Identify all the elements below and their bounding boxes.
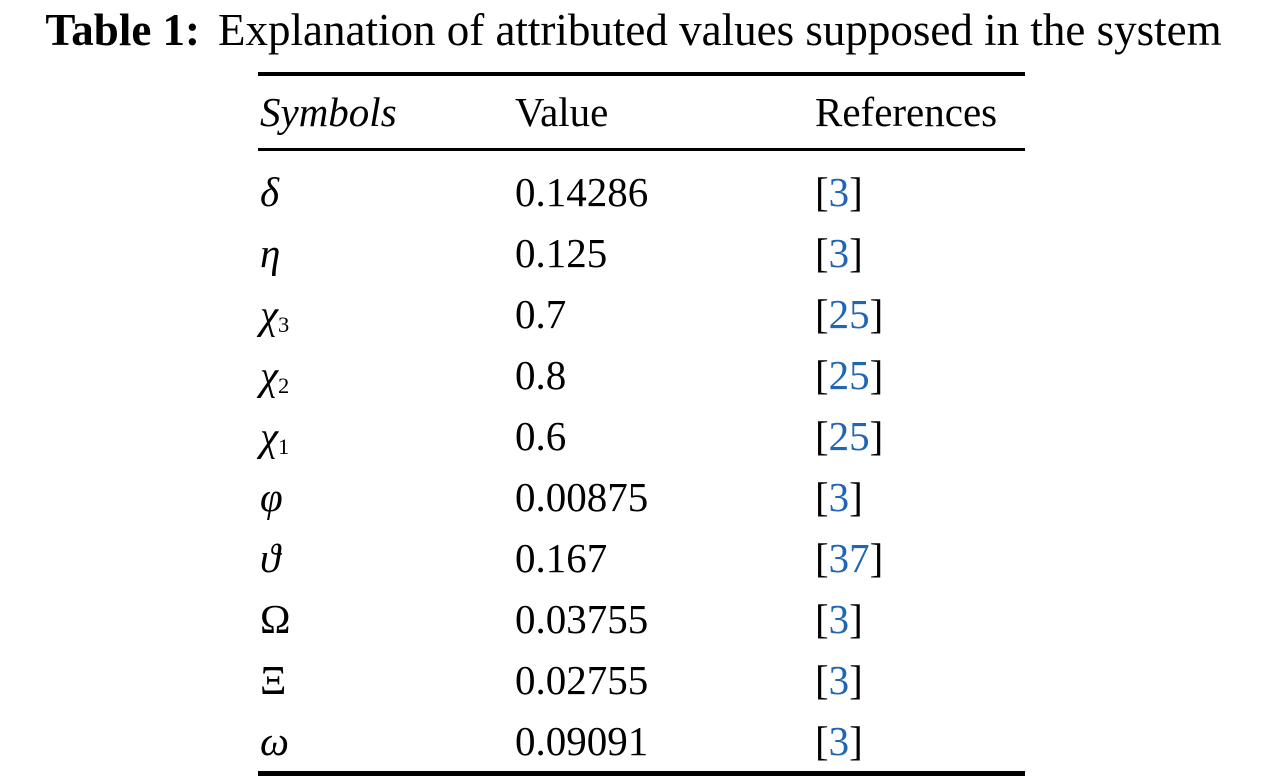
symbol-subscript: 3 <box>278 311 290 337</box>
citation-link[interactable]: 3 <box>828 717 850 764</box>
reference-cell: [3] <box>815 168 1025 216</box>
symbol-glyph: Ω <box>260 595 291 642</box>
citation-link[interactable]: 3 <box>828 473 850 520</box>
citation-open-bracket: [ <box>815 717 829 764</box>
citation-open-bracket: [ <box>815 473 829 520</box>
citation-open-bracket: [ <box>815 534 829 581</box>
column-header-references: References <box>815 89 998 135</box>
reference-cell: [37] <box>815 534 1025 582</box>
table-row: Ξ 0.02755 [3] <box>258 649 1025 710</box>
citation-open-bracket: [ <box>815 290 829 337</box>
symbol-glyph: δ <box>260 168 280 215</box>
reference-cell: [3] <box>815 473 1025 521</box>
symbol-cell: ω <box>258 717 515 765</box>
reference-cell: [3] <box>815 717 1025 765</box>
citation-open-bracket: [ <box>815 229 829 276</box>
value-cell: 0.6 <box>515 412 567 459</box>
citation-link[interactable]: 3 <box>828 595 850 642</box>
reference-cell: [3] <box>815 595 1025 643</box>
symbol-glyph: Ξ <box>260 656 287 703</box>
citation-close-bracket: ] <box>849 473 863 520</box>
reference-cell: [25] <box>815 412 1025 460</box>
table-row: φ 0.00875 [3] <box>258 466 1025 527</box>
symbol-glyph: ω <box>260 717 289 764</box>
citation-close-bracket: ] <box>869 351 884 398</box>
table-row: δ 0.14286 [3] <box>258 161 1025 222</box>
value-cell: 0.7 <box>515 290 567 337</box>
table-top-rule <box>258 72 1025 76</box>
symbol-cell: χ1 <box>258 412 515 460</box>
table-row: η 0.125 [3] <box>258 222 1025 283</box>
symbol-cell: φ <box>258 473 515 521</box>
citation-close-bracket: ] <box>849 717 863 764</box>
table-mid-rule <box>258 148 1025 151</box>
citation-close-bracket: ] <box>849 595 863 642</box>
citation-close-bracket: ] <box>849 229 863 276</box>
citation-link[interactable]: 37 <box>828 534 870 581</box>
symbol-glyph: χ <box>260 351 279 398</box>
symbol-cell: δ <box>258 168 515 216</box>
symbol-glyph: ϑ <box>260 534 281 581</box>
table-row: χ3 0.7 [25] <box>258 283 1025 344</box>
citation-open-bracket: [ <box>815 351 829 398</box>
value-cell: 0.14286 <box>515 168 649 215</box>
symbol-glyph: η <box>260 229 281 276</box>
reference-cell: [3] <box>815 656 1025 704</box>
reference-cell: [25] <box>815 351 1025 399</box>
citation-close-bracket: ] <box>869 290 884 337</box>
citation-close-bracket: ] <box>849 168 863 215</box>
table-caption: Table 1: Explanation of attributed values… <box>0 4 1267 56</box>
parameters-table: Symbols Value References δ 0.14286 [3] <box>258 72 1025 776</box>
citation-close-bracket: ] <box>849 656 863 703</box>
column-header-value: Value <box>515 89 609 135</box>
table-row: ω 0.09091 [3] <box>258 710 1025 771</box>
table-row: χ2 0.8 [25] <box>258 344 1025 405</box>
citation-open-bracket: [ <box>815 656 829 703</box>
value-cell: 0.8 <box>515 351 567 398</box>
value-cell: 0.09091 <box>515 717 649 764</box>
symbol-glyph: φ <box>260 473 283 520</box>
table-row: χ1 0.6 [25] <box>258 405 1025 466</box>
symbol-cell: ϑ <box>258 534 515 582</box>
citation-open-bracket: [ <box>815 595 829 642</box>
symbol-cell: Ω <box>258 595 515 643</box>
citation-open-bracket: [ <box>815 168 829 215</box>
symbol-subscript: 1 <box>278 433 290 459</box>
symbol-cell: η <box>258 229 515 277</box>
symbol-glyph: χ <box>260 290 279 337</box>
citation-link[interactable]: 3 <box>828 656 850 703</box>
citation-link[interactable]: 3 <box>828 168 850 215</box>
table-row: Ω 0.03755 [3] <box>258 588 1025 649</box>
symbol-cell: Ξ <box>258 656 515 704</box>
symbol-glyph: χ <box>260 412 279 459</box>
table-row: ϑ 0.167 [37] <box>258 527 1025 588</box>
table-header-row: Symbols Value References <box>258 76 1025 148</box>
symbol-cell: χ3 <box>258 290 515 338</box>
column-header-symbols: Symbols <box>260 89 397 135</box>
table-caption-label: Table 1: <box>45 5 201 55</box>
citation-link[interactable]: 3 <box>828 229 850 276</box>
reference-cell: [25] <box>815 290 1025 338</box>
citation-open-bracket: [ <box>815 412 829 459</box>
table-body: δ 0.14286 [3] η 0.125 [3] <box>258 151 1025 771</box>
citation-link[interactable]: 25 <box>828 351 870 398</box>
reference-cell: [3] <box>815 229 1025 277</box>
citation-link[interactable]: 25 <box>828 412 870 459</box>
symbol-subscript: 2 <box>278 372 290 398</box>
symbol-cell: χ2 <box>258 351 515 399</box>
value-cell: 0.125 <box>515 229 608 276</box>
citation-close-bracket: ] <box>869 534 884 581</box>
citation-link[interactable]: 25 <box>828 290 870 337</box>
table-bottom-rule <box>258 771 1025 776</box>
table-caption-text: Explanation of attributed values suppose… <box>218 5 1222 55</box>
value-cell: 0.00875 <box>515 473 649 520</box>
value-cell: 0.167 <box>515 534 608 581</box>
value-cell: 0.02755 <box>515 656 649 703</box>
value-cell: 0.03755 <box>515 595 649 642</box>
citation-close-bracket: ] <box>869 412 884 459</box>
